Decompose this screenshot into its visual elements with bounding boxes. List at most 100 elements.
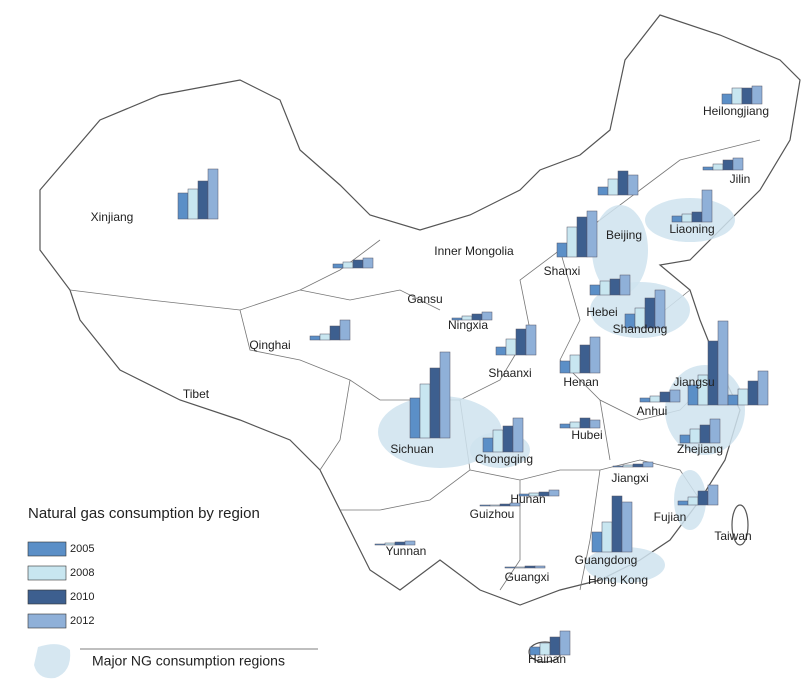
region-label: Xinjiang: [91, 210, 134, 224]
bar: [659, 391, 671, 403]
bar: [741, 87, 753, 105]
region-label: Shandong: [613, 322, 668, 336]
bar: [579, 417, 591, 429]
legend-title: Natural gas consumption by region: [28, 505, 260, 522]
bar: [737, 388, 749, 406]
taiwan: [731, 504, 749, 546]
bar: [589, 336, 601, 374]
bar: [352, 259, 364, 269]
bar: [512, 417, 524, 453]
region-label: Henan: [563, 375, 598, 389]
bar: [524, 565, 536, 569]
highlight-region: [592, 205, 648, 295]
bar: [569, 421, 581, 429]
bar: [612, 465, 624, 468]
region-label: Guizhou: [470, 507, 515, 521]
bar: [732, 157, 744, 171]
bar: [589, 284, 601, 296]
region-label: Shaanxi: [488, 366, 531, 380]
bar: [717, 320, 729, 406]
bar: [681, 213, 693, 223]
bar: [342, 261, 354, 269]
bar: [505, 338, 517, 356]
region-label: Guangxi: [505, 570, 550, 584]
legend-label: 2008: [70, 567, 94, 579]
bar: [509, 502, 521, 507]
region-label: Shanxi: [544, 264, 581, 278]
bar: [597, 186, 609, 196]
bar: [579, 344, 591, 374]
region-label: Sichuan: [390, 442, 433, 456]
bar: [482, 437, 494, 453]
bar: [627, 174, 639, 196]
bar: [492, 429, 504, 453]
region-label: Hubei: [571, 428, 602, 442]
bar: [374, 543, 386, 546]
region-label: Jilin: [730, 172, 751, 186]
bar: [691, 211, 703, 223]
bar: [548, 489, 560, 497]
legend-label: 2005: [70, 543, 94, 555]
bar: [556, 242, 568, 258]
bar: [701, 189, 713, 223]
bar: [639, 397, 651, 403]
bar: [712, 163, 724, 171]
region-label: Ningxia: [448, 318, 488, 332]
bar: [404, 540, 416, 546]
legend-highlight-label: Major NG consumption regions: [92, 653, 285, 669]
bar: [207, 168, 219, 220]
bar: [697, 490, 709, 506]
bar: [747, 380, 759, 406]
region-label: Zhejiang: [677, 442, 723, 456]
bar: [722, 159, 734, 171]
bar: [332, 263, 344, 269]
bar: [499, 503, 511, 507]
bar: [197, 180, 209, 220]
bar: [576, 216, 588, 258]
region-label: Taiwan: [714, 529, 751, 543]
bar: [622, 464, 634, 468]
region-label: Chongqing: [475, 452, 533, 466]
bar: [702, 166, 714, 171]
legend-label: 2010: [70, 591, 94, 603]
bar: [525, 324, 537, 356]
bar: [642, 461, 654, 468]
bar: [329, 325, 341, 341]
bar: [559, 423, 571, 429]
bar: [559, 360, 571, 374]
bar: [677, 500, 689, 506]
region-label: Jiangsu: [673, 375, 714, 389]
region-label: Jiangxi: [611, 471, 648, 485]
bar: [707, 340, 719, 406]
bar: [709, 418, 721, 444]
bar: [601, 521, 613, 553]
bar: [319, 333, 331, 341]
legend-swatch: [27, 541, 67, 557]
bar: [671, 215, 683, 223]
legend-swatch: [27, 613, 67, 629]
bar: [621, 501, 633, 553]
bar: [727, 394, 739, 406]
region-label: Hunan: [510, 492, 545, 506]
bar: [591, 531, 603, 553]
bar: [751, 85, 763, 105]
legend: 2005 2008 2010 2012: [27, 541, 94, 629]
bar: [309, 335, 321, 341]
bar: [187, 188, 199, 220]
region-label: Beijing: [606, 228, 642, 242]
legend-label: 2012: [70, 615, 94, 627]
bar: [514, 566, 526, 569]
region-label: Inner Mongolia: [434, 244, 514, 258]
region-label: Heilongjiang: [703, 104, 769, 118]
bar: [586, 210, 598, 258]
bar: [502, 425, 514, 453]
bar: [419, 383, 431, 439]
bar: [362, 257, 374, 269]
legend-swatch: [27, 565, 67, 581]
region-label: Hong Kong: [588, 573, 648, 587]
region-label: Hainan: [528, 652, 566, 666]
bar: [707, 484, 719, 506]
bar: [699, 424, 711, 444]
bar: [649, 395, 661, 403]
